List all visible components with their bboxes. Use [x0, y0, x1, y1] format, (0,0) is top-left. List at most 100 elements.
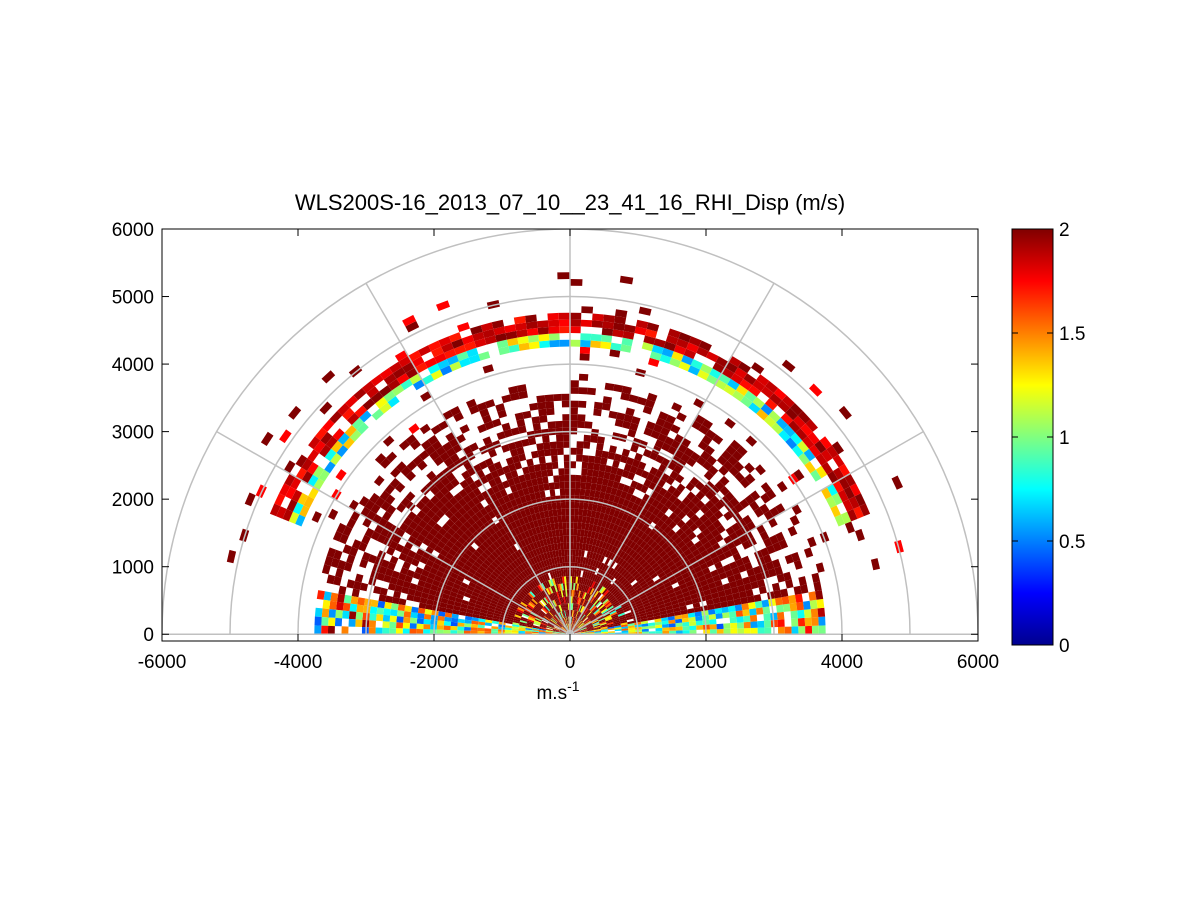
colorbar: 00.511.52 [1011, 220, 1085, 657]
heatmap-cell [329, 600, 337, 610]
heatmap-cell [508, 385, 519, 395]
heatmap-cell [682, 621, 690, 627]
heatmap-cell [705, 532, 715, 542]
heatmap-cell [386, 546, 396, 556]
heatmap-cell [369, 492, 380, 504]
heatmap-cell [517, 533, 524, 542]
heatmap-cell [637, 577, 645, 585]
heatmap-cell [748, 601, 756, 610]
heatmap-cell [520, 509, 527, 518]
heatmap-cell [587, 544, 593, 552]
heatmap-cell [608, 522, 615, 531]
heatmap-cell [403, 611, 412, 618]
heatmap-cell [572, 617, 575, 624]
heatmap-cell [710, 569, 719, 578]
heatmap-cell [675, 626, 683, 631]
heatmap-cell [744, 494, 755, 505]
heatmap-cell [553, 628, 560, 632]
heatmap-cell [519, 620, 527, 624]
heatmap-cell [554, 599, 559, 606]
heatmap-cell [604, 507, 612, 515]
heatmap-cell [383, 574, 392, 583]
heatmap-cell [586, 571, 591, 579]
heatmap-cell [546, 537, 551, 546]
heatmap-cell [561, 400, 570, 408]
heatmap-cell [708, 514, 718, 524]
heatmap-cell [626, 586, 634, 593]
heatmap-cell [565, 508, 570, 516]
heatmap-cell [390, 603, 399, 611]
heatmap-cell [620, 624, 628, 628]
heatmap-cell [629, 525, 637, 534]
heatmap-cell [645, 545, 654, 554]
heatmap-cell [431, 562, 441, 571]
heatmap-cell [547, 611, 553, 618]
heatmap-cell [411, 356, 425, 368]
heatmap-cell [551, 461, 559, 469]
heatmap-cell [693, 606, 702, 613]
heatmap-cell [664, 517, 673, 526]
heatmap-cell [402, 628, 410, 635]
heatmap-cell [604, 542, 611, 551]
heatmap-cell [674, 560, 683, 568]
heatmap-cell [559, 620, 564, 626]
heatmap-cell [439, 486, 450, 496]
heatmap-cell [578, 508, 584, 516]
heatmap-cell [710, 528, 720, 538]
heatmap-cell [539, 576, 545, 583]
heatmap-cell [653, 565, 662, 573]
heatmap-cell [544, 615, 551, 620]
heatmap-cell [672, 556, 681, 564]
heatmap-cell [737, 564, 747, 573]
heatmap-cell [503, 541, 511, 549]
heatmap-cell [455, 528, 465, 537]
heatmap-cell [633, 535, 641, 544]
heatmap-cell [550, 618, 557, 624]
heatmap-cell [605, 602, 612, 608]
heatmap-cell [560, 611, 564, 619]
heatmap-cell [795, 593, 803, 603]
heatmap-cell [624, 554, 632, 562]
heatmap-cell [551, 608, 557, 615]
heatmap-cell [553, 475, 560, 483]
heatmap-cell [561, 627, 567, 632]
heatmap-cell [728, 605, 736, 613]
heatmap-cell [696, 346, 709, 358]
heatmap-cell [498, 346, 510, 356]
heatmap-cell [631, 459, 641, 468]
heatmap-cell [576, 569, 580, 577]
heatmap-cell [733, 598, 742, 606]
heatmap-cell [712, 434, 724, 445]
heatmap-cell [627, 429, 637, 438]
heatmap-cell [538, 632, 546, 634]
heatmap-cell [601, 597, 608, 604]
heatmap-cell [454, 540, 463, 549]
heatmap-cell [668, 494, 678, 504]
heatmap-cell [518, 453, 527, 462]
heatmap-cell [335, 609, 343, 619]
heatmap-cell [682, 630, 690, 635]
heatmap-cell [654, 439, 665, 449]
heatmap-cell [564, 549, 568, 557]
heatmap-cell [821, 462, 833, 475]
heatmap-cell [661, 542, 669, 551]
heatmap-cell [499, 584, 507, 591]
heatmap-cell [503, 517, 511, 526]
heatmap-cell [640, 532, 648, 541]
heatmap-cell [521, 524, 528, 532]
heatmap-cell [462, 503, 472, 513]
heatmap-cell [621, 579, 629, 587]
heatmap-cell [420, 390, 432, 402]
heatmap-cell [518, 517, 526, 526]
heatmap-cell [660, 591, 669, 598]
heatmap-cell [673, 464, 683, 475]
heatmap-cell [370, 374, 384, 387]
heatmap-cell [621, 385, 632, 395]
heatmap-cell [599, 605, 606, 611]
heatmap-cell [335, 568, 344, 578]
heatmap-cell [496, 467, 505, 477]
heatmap-cell [387, 378, 401, 391]
heatmap-cell [580, 632, 588, 634]
heatmap-cell [637, 461, 647, 471]
heatmap-cell [697, 440, 709, 451]
